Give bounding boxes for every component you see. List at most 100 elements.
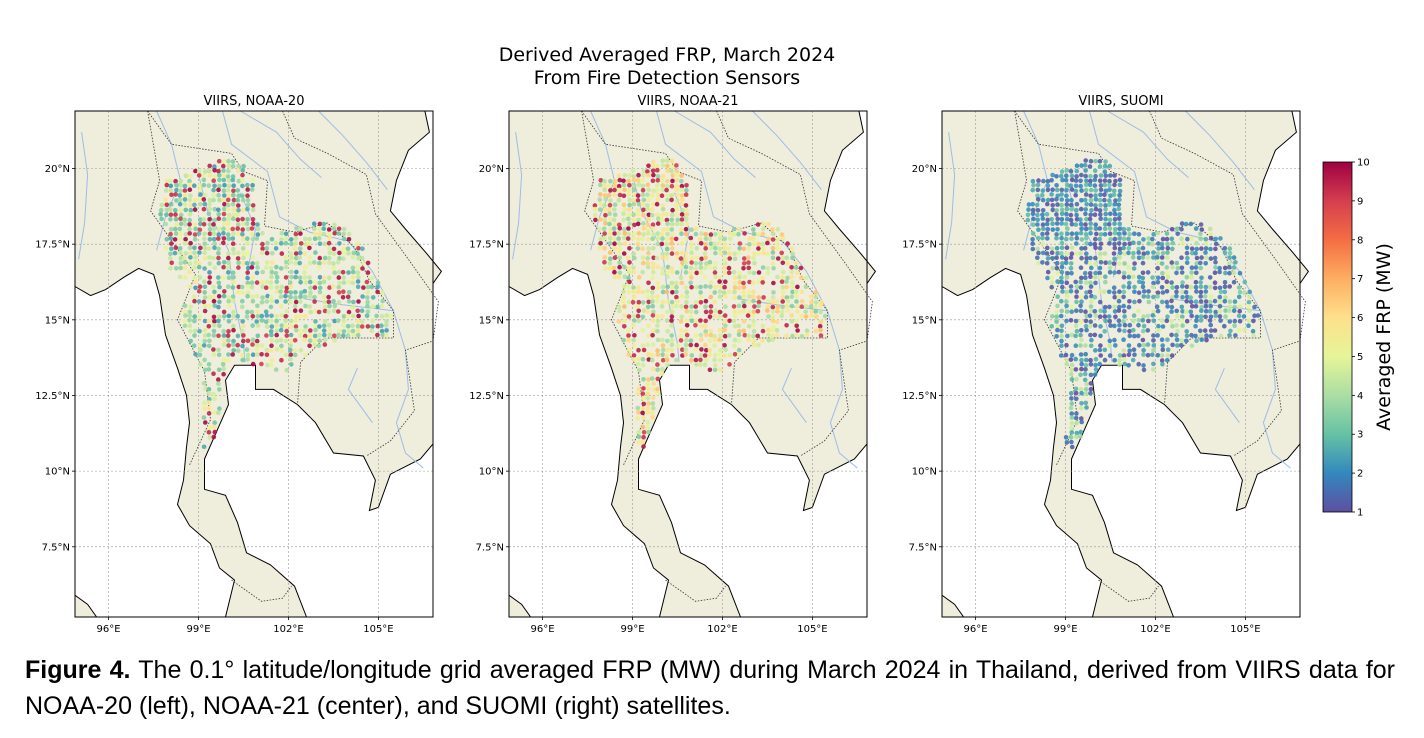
- frp-cell: [1055, 328, 1060, 333]
- frp-cell: [727, 290, 732, 295]
- frp-cell: [183, 202, 188, 207]
- frp-cell: [617, 250, 622, 255]
- frp-cell: [640, 290, 645, 295]
- frp-cell: [645, 256, 650, 261]
- frp-cell: [1112, 173, 1117, 178]
- frp-cell: [684, 208, 689, 213]
- frp-cell: [323, 342, 328, 347]
- frp-cell: [384, 323, 389, 328]
- frp-cell: [231, 247, 236, 252]
- frp-cell: [1185, 237, 1190, 242]
- frp-cell: [622, 183, 627, 188]
- frp-cell: [1218, 309, 1223, 314]
- frp-cell: [631, 252, 636, 257]
- frp-cell: [717, 275, 722, 280]
- frp-cell: [684, 192, 689, 197]
- frp-cell: [178, 231, 183, 236]
- frp-cell: [1223, 251, 1228, 256]
- frp-cell: [245, 270, 250, 275]
- frp-cell: [332, 333, 337, 338]
- frp-cell: [598, 183, 603, 188]
- frp-cell: [1089, 299, 1094, 304]
- frp-cell: [689, 242, 694, 247]
- frp-cell: [318, 241, 323, 246]
- frp-cell: [250, 342, 255, 347]
- frp-cell: [612, 231, 617, 236]
- frp-cell: [1093, 281, 1098, 286]
- frp-cell: [380, 299, 385, 304]
- frp-cell: [293, 308, 298, 313]
- frp-cell: [1069, 218, 1074, 223]
- frp-cell: [1131, 328, 1136, 333]
- frp-cell: [1238, 319, 1243, 324]
- frp-cell: [1079, 299, 1084, 304]
- frp-cell: [618, 271, 623, 276]
- frp-cell: [675, 178, 680, 183]
- frp-cell: [684, 251, 689, 256]
- frp-cell: [781, 236, 786, 241]
- frp-cell: [713, 266, 718, 271]
- frp-cell: [689, 250, 694, 255]
- frp-cell: [187, 218, 192, 223]
- frp-cell: [809, 304, 814, 309]
- frp-cell: [627, 203, 632, 208]
- frp-cell: [751, 314, 756, 319]
- frp-cell: [169, 227, 174, 232]
- frp-cell: [1122, 236, 1127, 241]
- frp-cell: [722, 353, 727, 358]
- frp-cell: [236, 256, 241, 261]
- frp-cell: [1108, 173, 1113, 178]
- frp-cell: [670, 310, 675, 315]
- frp-cell: [1049, 192, 1054, 197]
- frp-cell: [1093, 159, 1098, 164]
- frp-cell: [256, 323, 261, 328]
- frp-cell: [680, 208, 685, 213]
- frp-cell: [327, 227, 332, 232]
- frp-cell: [241, 246, 246, 251]
- frp-cell: [1094, 357, 1099, 362]
- frp-cell: [250, 295, 255, 300]
- frp-cell: [202, 197, 207, 202]
- frp-cell: [1218, 304, 1223, 309]
- frp-cell: [1083, 158, 1088, 163]
- frp-cell: [197, 169, 202, 174]
- frp-cell: [174, 266, 179, 271]
- frp-cell: [227, 213, 232, 218]
- frp-cell: [651, 246, 656, 251]
- frp-cell: [645, 207, 650, 212]
- frp-cell: [1166, 246, 1171, 251]
- frp-cell: [670, 213, 675, 218]
- frp-cell: [1099, 188, 1104, 193]
- frp-cell: [612, 184, 617, 189]
- frp-cell: [665, 221, 670, 226]
- frp-cell: [1169, 309, 1174, 314]
- frp-cell: [751, 236, 756, 241]
- frp-cell: [327, 261, 332, 266]
- frp-cell: [689, 275, 694, 280]
- frp-cell: [308, 286, 313, 291]
- frp-cell: [303, 251, 308, 256]
- frp-cell: [631, 338, 636, 343]
- frp-cell: [684, 305, 689, 310]
- frp-cell: [312, 260, 317, 265]
- frp-cell: [670, 343, 675, 348]
- frp-cell: [313, 237, 318, 242]
- frp-cell: [713, 232, 718, 237]
- frp-cell: [737, 275, 742, 280]
- frp-cell: [1079, 352, 1084, 357]
- frp-cell: [640, 202, 645, 207]
- frp-cell: [1165, 231, 1170, 236]
- frp-cell: [742, 294, 747, 299]
- frp-cell: [198, 353, 203, 358]
- frp-cell: [814, 329, 819, 334]
- frp-cell: [289, 352, 294, 357]
- frp-cell: [704, 333, 709, 338]
- frp-cell: [1112, 338, 1117, 343]
- frp-cell: [661, 207, 666, 212]
- frp-cell: [226, 251, 231, 256]
- frp-cell: [1045, 246, 1050, 251]
- frp-cell: [636, 362, 641, 367]
- frp-cell: [804, 304, 809, 309]
- frp-cell: [647, 187, 652, 192]
- frp-cell: [795, 328, 800, 333]
